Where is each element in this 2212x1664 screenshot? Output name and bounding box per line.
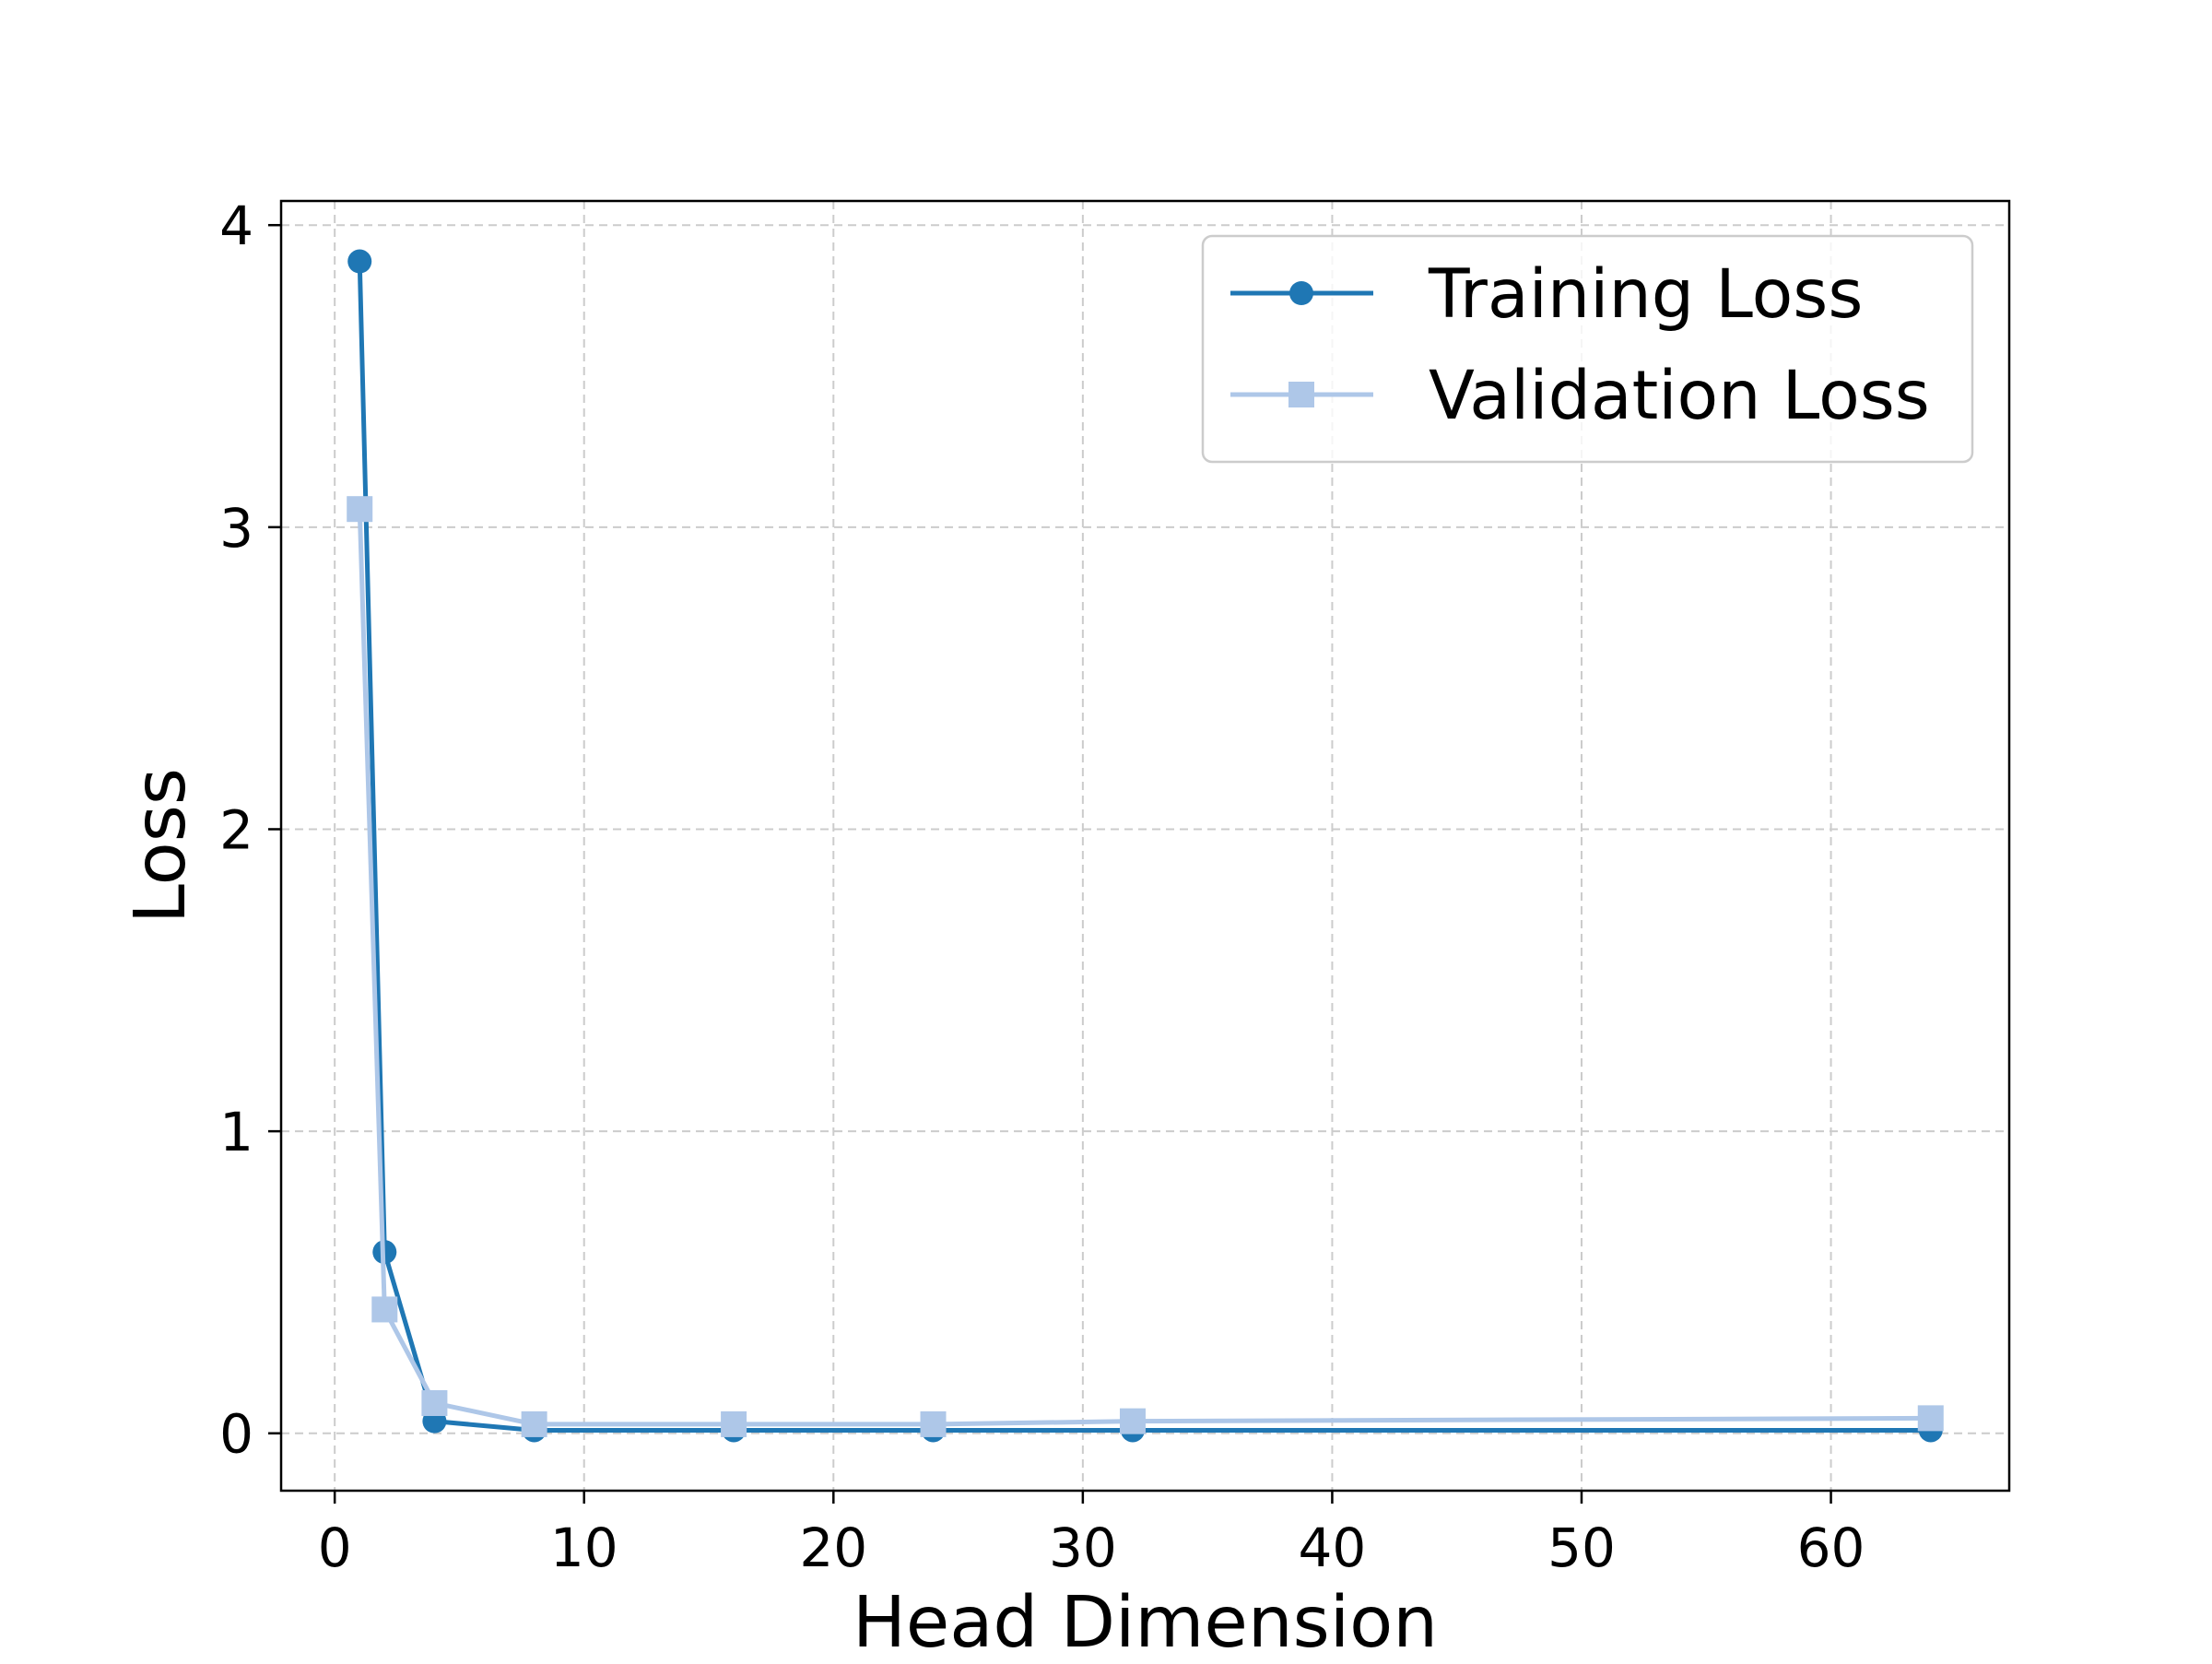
plot-frame: [279, 199, 2011, 1493]
y-axis-ticks: 0 1 2 3 4: [219, 195, 281, 1466]
y-tick-label: 4: [219, 195, 253, 257]
data-point: [347, 496, 373, 523]
data-point: [521, 1410, 547, 1437]
series-line: [357, 509, 1931, 1427]
data-point: [371, 1296, 398, 1323]
x-axis-title: Head Dimension: [853, 1582, 1438, 1659]
x-tick-label: 20: [799, 1516, 867, 1579]
x-tick-label: 40: [1299, 1516, 1367, 1579]
y-tick-label: 0: [219, 1403, 253, 1466]
data-point: [347, 249, 372, 274]
data-point: [421, 1389, 448, 1416]
legend-label: Training Loss: [1428, 255, 1863, 334]
y-tick-label: 2: [219, 798, 253, 861]
data-point: [1119, 1408, 1146, 1434]
x-tick-label: 30: [1049, 1516, 1117, 1579]
data-point: [721, 1410, 747, 1437]
series-validation-loss: [347, 496, 1944, 1437]
legend-box: [1201, 234, 1974, 464]
legend-marker: [1288, 382, 1314, 407]
legend-item: Training Loss: [1230, 255, 1863, 334]
legend-entries: Training Loss Validation Loss: [1230, 255, 1930, 435]
data-point: [920, 1410, 947, 1437]
legend: Training Loss Validation Loss: [1201, 234, 1974, 464]
series-layer: [347, 249, 1944, 1443]
x-tick-label: 10: [550, 1516, 618, 1579]
legend-item: Validation Loss: [1230, 357, 1930, 435]
x-tick-label: 50: [1547, 1516, 1616, 1579]
y-axis-title: Loss: [120, 768, 202, 924]
x-axis-ticks: 0 10 20 30 40 50 60: [318, 1491, 1865, 1579]
legend-marker: [1289, 281, 1313, 305]
y-tick-label: 1: [219, 1101, 253, 1163]
series-line: [357, 261, 1931, 1433]
y-tick-label: 3: [219, 497, 253, 560]
x-tick-label: 60: [1797, 1516, 1865, 1579]
x-tick-label: 0: [318, 1516, 352, 1579]
legend-label: Validation Loss: [1429, 357, 1930, 435]
data-point: [1917, 1405, 1944, 1432]
